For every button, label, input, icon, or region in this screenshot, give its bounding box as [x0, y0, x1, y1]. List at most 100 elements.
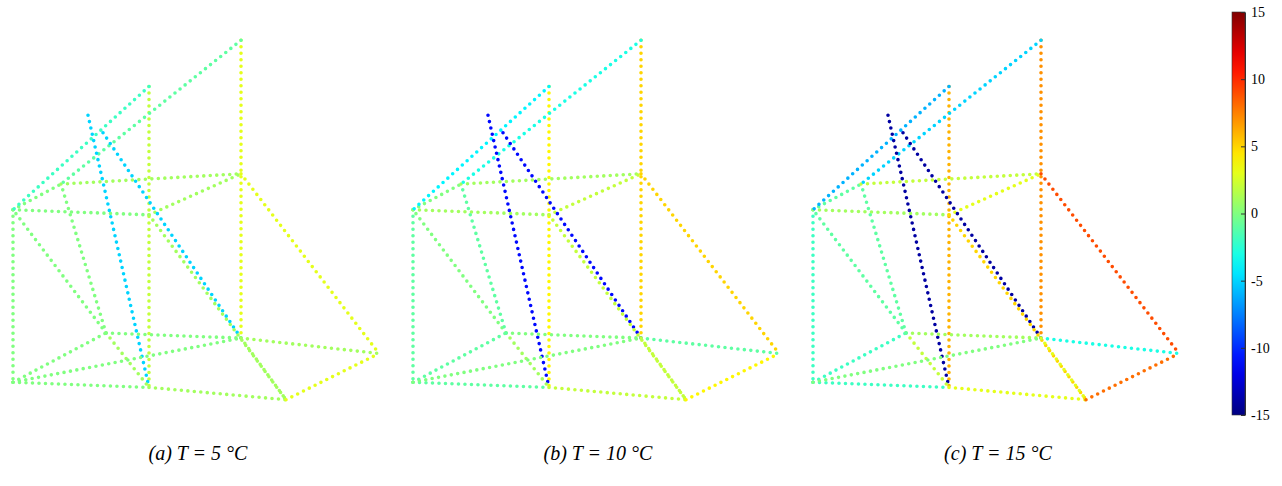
colorbar-tick-label: 15 — [1251, 5, 1265, 20]
member-points — [13, 210, 149, 215]
member-points — [149, 174, 241, 215]
member-points — [461, 174, 641, 184]
colorbar-tick-mark — [1241, 146, 1245, 147]
member-points — [413, 210, 549, 215]
member-points — [13, 210, 106, 333]
member-points — [813, 210, 949, 215]
member-points — [903, 133, 1041, 338]
colorbar-tick-mark — [1241, 415, 1245, 416]
colorbar-tick-mark — [1241, 12, 1245, 13]
member-points — [241, 174, 379, 354]
member-points — [13, 338, 241, 382]
member-points — [11, 210, 15, 383]
member-points — [639, 40, 643, 338]
colorbar-tick-mark — [1241, 281, 1245, 282]
member-points — [641, 174, 779, 354]
member-points — [13, 86, 149, 209]
colorbar-tick-label: 0 — [1251, 206, 1258, 221]
member-points — [149, 215, 286, 400]
colorbar-tick: -10 — [1241, 341, 1270, 356]
member-points — [61, 40, 241, 184]
member-points — [241, 338, 379, 353]
member-points — [549, 387, 686, 399]
member-points — [949, 215, 1086, 400]
member-points — [413, 210, 506, 333]
panel — [13, 40, 379, 399]
member-points — [549, 215, 686, 400]
colorbar-tick-label: -5 — [1251, 274, 1263, 289]
members — [413, 40, 779, 399]
member-points — [88, 115, 149, 387]
figure: (a) T = 5 °C (b) T = 10 °C (c) T = 15 °C -1… — [0, 0, 1282, 486]
member-points — [1039, 40, 1043, 338]
colorbar-tick-mark — [1241, 348, 1245, 349]
colorbar-tick: -15 — [1241, 408, 1270, 423]
member-points — [106, 333, 241, 338]
colorbar-tick: 5 — [1241, 139, 1258, 154]
member-points — [813, 338, 1041, 382]
member-points — [641, 338, 779, 353]
colorbar-tick-label: 10 — [1251, 72, 1265, 87]
member-points — [1041, 338, 1086, 400]
member-points — [861, 40, 1041, 184]
member-points — [103, 133, 241, 338]
member-points — [888, 115, 949, 387]
colorbar-tick: -5 — [1241, 274, 1263, 289]
colorbar-tick: 0 — [1241, 206, 1258, 221]
member-points — [461, 184, 506, 333]
member-points — [949, 174, 1041, 215]
panel-title: (b) T = 10 °C — [544, 442, 654, 465]
panel — [813, 40, 1179, 399]
member-points — [1086, 354, 1179, 400]
member-points — [506, 333, 641, 338]
colorbar-tick: 10 — [1241, 72, 1265, 87]
panel-title: (c) T = 15 °C — [944, 442, 1052, 465]
members — [13, 40, 379, 399]
member-points — [949, 387, 1086, 399]
member-points — [461, 40, 641, 184]
member-points — [549, 174, 641, 215]
member-points — [241, 338, 286, 400]
member-points — [811, 210, 815, 383]
member-points — [813, 333, 906, 382]
colorbar-tick-label: 5 — [1251, 139, 1258, 154]
member-points — [488, 115, 549, 387]
member-points — [413, 338, 641, 382]
member-points — [813, 382, 949, 387]
member-points — [413, 382, 549, 387]
member-points — [906, 333, 1041, 338]
member-points — [13, 382, 149, 387]
member-points — [147, 86, 151, 387]
member-points — [286, 354, 379, 400]
member-points — [61, 184, 106, 333]
colorbar-tick-mark — [1241, 214, 1245, 215]
member-points — [503, 133, 641, 338]
member-points — [411, 210, 415, 383]
member-points — [149, 387, 286, 399]
member-points — [1041, 174, 1179, 354]
member-points — [861, 174, 1041, 184]
colorbar-tick-mark — [1241, 79, 1245, 80]
panel — [413, 40, 779, 399]
members — [813, 40, 1179, 399]
member-points — [861, 184, 906, 333]
colorbar-tick-label: -10 — [1251, 341, 1270, 356]
panel-title: (a) T = 5 °C — [149, 442, 249, 465]
member-points — [641, 338, 686, 400]
member-points — [13, 333, 106, 382]
colorbar — [1232, 12, 1245, 415]
colorbar-tick: 15 — [1241, 5, 1265, 20]
member-points — [547, 86, 551, 387]
member-points — [686, 354, 779, 400]
colorbar-axis: -15 -10 -5 0 5 10 15 — [1241, 5, 1270, 423]
member-points — [61, 174, 241, 184]
colorbar-axis-line — [1245, 13, 1246, 416]
member-points — [239, 40, 243, 338]
member-points — [813, 86, 949, 209]
member-points — [413, 333, 506, 382]
member-points — [947, 86, 951, 387]
member-points — [413, 86, 549, 209]
member-points — [813, 210, 906, 333]
colorbar-tick-label: -15 — [1251, 408, 1270, 423]
member-points — [1041, 338, 1179, 353]
